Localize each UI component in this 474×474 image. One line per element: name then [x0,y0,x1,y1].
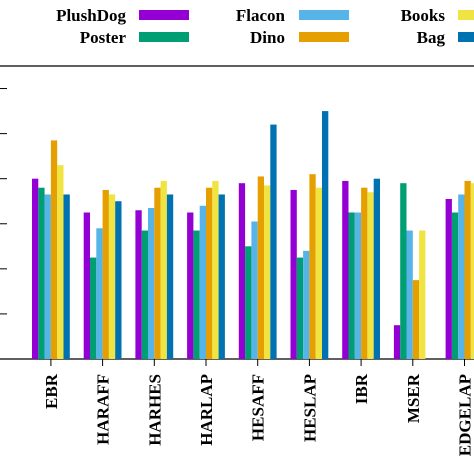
bar-flacon-hesaff [251,221,258,359]
bar-bag-hesaff [270,124,277,359]
bar-dino-heslap [309,174,316,359]
bar-plushdog-mser [393,325,401,359]
bar-dino-haraff [102,189,109,359]
x-tick-label-haraff: HARAFF [94,374,113,445]
bar-plushdog-harhes [135,210,142,359]
legend-label-flacon: Flacon [236,6,286,25]
legend-label-bag: Bag [417,28,446,47]
legend-swatch-flacon [299,10,349,20]
bar-dino-ebr [50,140,58,359]
bar-books-hesaff [264,185,271,359]
bar-poster-mser [400,183,407,359]
bar-bag-ebr [63,194,70,359]
legend-swatch-books [458,10,474,20]
bar-books-ibr [367,192,374,359]
bar-bag-ibr [373,178,380,359]
bar-dino-mser [412,280,420,359]
legend-swatch-plushdog [139,10,189,20]
bar-dino-edgelap [464,180,471,359]
bar-bag-haraff [115,201,122,359]
bar-poster-heslap [296,257,304,359]
bar-plushdog-ibr [342,180,349,359]
bar-books-ebr [57,165,64,359]
bar-bag-harlap [218,194,225,359]
legend-swatch-poster [139,32,189,42]
bar-flacon-ibr [354,212,362,359]
legend-label-dino: Dino [250,28,285,47]
legend-swatch-bag [458,32,474,42]
bar-flacon-mser [406,230,413,359]
bar-plushdog-ebr [32,178,39,359]
bar-flacon-ebr [44,194,51,359]
bar-books-harhes [160,180,167,359]
legend-label-poster: Poster [80,28,127,47]
bar-plushdog-hesaff [238,183,246,359]
bar-poster-haraff [90,257,97,359]
bar-flacon-heslap [303,250,310,359]
bar-dino-harhes [154,187,161,359]
bar-plushdog-heslap [290,189,297,359]
plot-area: EBR HARAFF HARHES HARLAP HESAFF HESLAP IBR MSER… [0,65,474,456]
bar-poster-ibr [348,212,355,359]
bar-books-edgelap [470,183,474,359]
bar-books-haraff [108,194,116,359]
x-tick-label-edgelap: EDGELAP [456,374,474,456]
x-tick-label-heslap: HESLAP [300,374,319,442]
bar-flacon-haraff [96,228,103,359]
bar-plushdog-edgelap [445,198,452,359]
legend-swatch-dino [299,32,349,42]
x-tick-label-mser: MSER [404,373,423,423]
bar-flacon-harlap [199,205,206,359]
bar-bag-harhes [166,194,174,359]
legend: PlushDog Poster Flacon Dino Books Bag [56,6,474,47]
bar-dino-ibr [361,187,368,359]
bar-books-mser [419,230,426,359]
bar-bag-heslap [322,111,329,359]
bar-flacon-edgelap [458,194,465,359]
x-tick-label-ebr: EBR [42,373,61,409]
legend-label-books: Books [401,6,446,25]
bar-dino-hesaff [257,176,264,359]
x-tick-label-harlap: HARLAP [197,374,216,446]
bar-plushdog-harlap [187,212,194,359]
x-tick-label-hesaff: HESAFF [249,374,268,441]
x-tick-label-ibr: IBR [352,373,371,404]
bar-poster-hesaff [245,246,252,359]
x-tick-label-harhes: HARHES [145,374,164,446]
bar-poster-harhes [141,230,148,359]
bar-plushdog-haraff [83,212,90,359]
bar-books-heslap [315,187,322,359]
bar-flacon-harhes [148,207,155,359]
bar-poster-harlap [193,230,200,359]
bar-books-harlap [212,180,219,359]
bar-poster-edgelap [451,212,459,359]
legend-label-plushdog: PlushDog [56,6,126,25]
bar-poster-ebr [38,187,45,359]
bar-dino-harlap [206,187,213,359]
